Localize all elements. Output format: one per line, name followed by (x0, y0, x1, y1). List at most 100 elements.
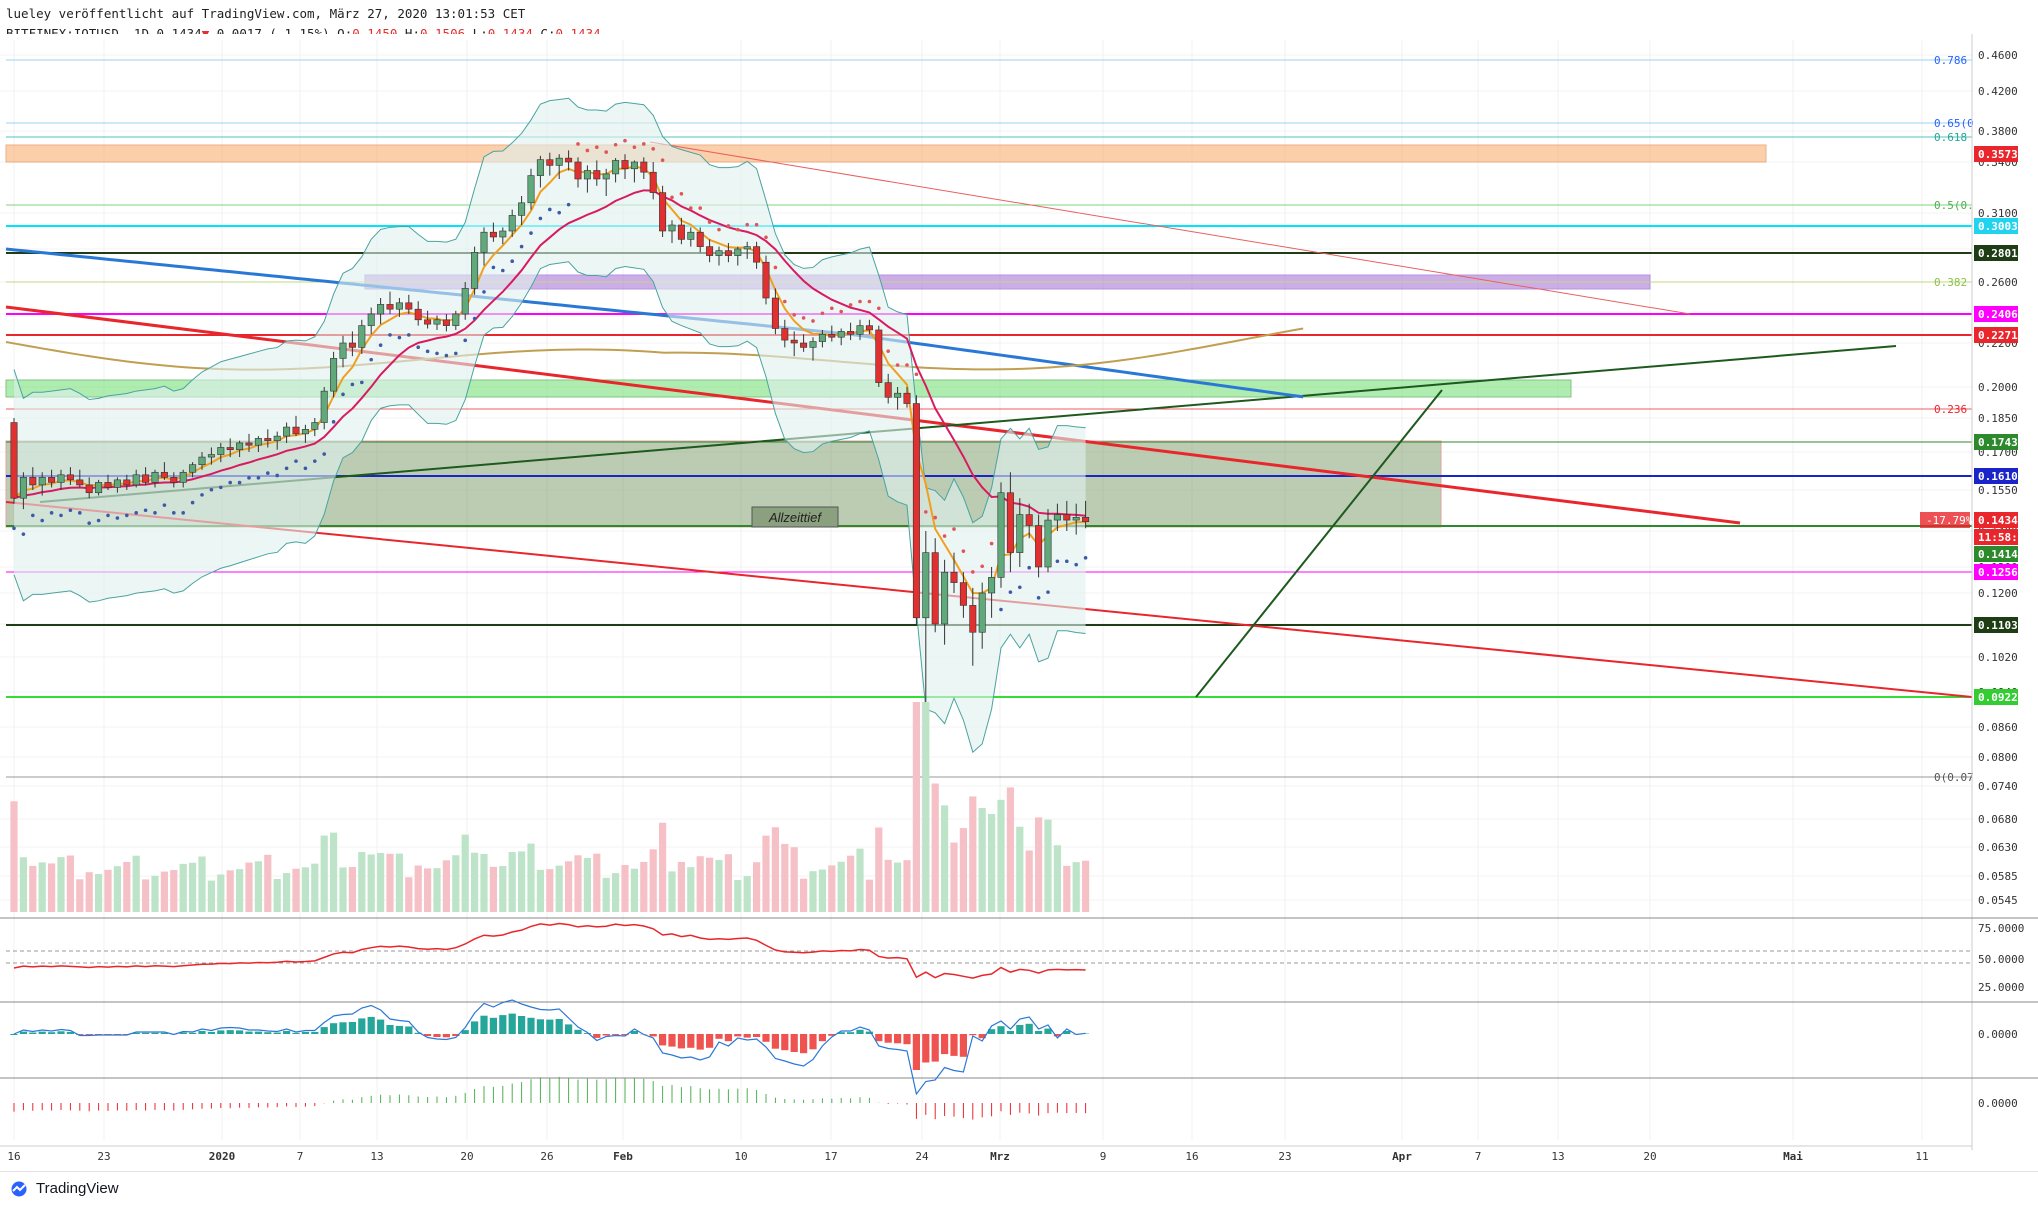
macd-bar (442, 1034, 450, 1038)
macd-bar (602, 1034, 610, 1036)
volume-bar (395, 853, 403, 912)
macd-bar (377, 1019, 385, 1034)
volume-bar (988, 814, 996, 912)
macd-bar (301, 1031, 309, 1034)
volume-bar (160, 871, 168, 912)
macd-bar (433, 1034, 441, 1037)
sar-dot (519, 244, 524, 249)
x-tick-label: 23 (97, 1150, 110, 1163)
sar-dot (613, 142, 618, 147)
sar-dot (134, 511, 138, 515)
macd-bar (424, 1034, 432, 1037)
candle-body (1044, 519, 1052, 568)
sar-dot (595, 145, 599, 149)
candle-body (546, 159, 554, 166)
candle-body (931, 552, 939, 625)
macd-bar (527, 1017, 535, 1034)
candle-body (489, 231, 497, 238)
volume-bar (630, 868, 638, 912)
price-tag (1974, 434, 2018, 450)
candle-body (630, 161, 638, 170)
sar-dot (1083, 556, 1088, 560)
macd-bar (894, 1034, 902, 1044)
candle-body (123, 479, 131, 486)
price-tag-label: 0.2271 (1978, 329, 2018, 342)
bollinger-upper (13, 97, 1086, 524)
fib-label: 0.382 (1934, 276, 1967, 289)
candle-body (198, 456, 206, 465)
candle-body (480, 231, 488, 253)
candles (10, 150, 1090, 782)
volume-bar (38, 862, 46, 912)
sar-dot (999, 607, 1003, 612)
macd-bar (76, 1034, 84, 1035)
candle-body (499, 230, 507, 238)
volume-bar (452, 855, 460, 912)
rising-trend-line (39, 345, 1897, 503)
macd-bar (489, 1017, 497, 1034)
volume-bar (743, 876, 751, 912)
macd-bar (1044, 1028, 1052, 1034)
volume-bar (264, 854, 272, 912)
sar-dot (783, 299, 787, 304)
change-arrow-icon: ▼ (201, 26, 210, 41)
candle-body (10, 422, 18, 499)
sar-dot (867, 299, 872, 304)
volume-bar (762, 835, 770, 912)
macd-bar (668, 1034, 676, 1047)
volume-bar (847, 855, 855, 912)
volume-bar (292, 868, 300, 912)
candle-body (433, 319, 441, 325)
macd-bar (941, 1034, 949, 1055)
volume-bar (800, 878, 808, 912)
x-tick-label: 26 (540, 1150, 553, 1163)
candle-body (330, 358, 338, 392)
sar-dot (698, 206, 702, 210)
macd-bar (104, 1034, 112, 1035)
volume-bar (922, 702, 930, 912)
sar-dot (388, 333, 392, 337)
volume-bar (865, 879, 873, 912)
sar-dot (21, 532, 26, 536)
candle-body (781, 328, 789, 341)
candle-body (292, 426, 300, 435)
volume-bar (367, 854, 375, 912)
sar-dot (952, 527, 956, 531)
volume-bar (894, 862, 902, 912)
volume-bar (612, 873, 620, 912)
macd-bar (207, 1031, 215, 1034)
y-tick-label: 0.3100 (1978, 207, 2018, 220)
macd-bar (151, 1032, 159, 1034)
volume-bar (602, 877, 610, 912)
indicator-level-label: 0.0000 (1978, 1028, 2018, 1041)
volume-bar (1072, 862, 1080, 912)
macd-bar (273, 1032, 281, 1034)
sar-dot (49, 511, 54, 515)
price-tag (1974, 327, 2018, 343)
footer-bar: TradingView (0, 1171, 2038, 1206)
sar-dot (162, 503, 167, 507)
macd-bar (179, 1032, 187, 1034)
candle-body (377, 304, 385, 315)
candle-body (160, 471, 168, 478)
macd-bar (85, 1034, 93, 1035)
volume-bar (649, 849, 657, 912)
volume-bar (10, 801, 18, 912)
macd-bar (113, 1034, 121, 1035)
candle-body (790, 339, 798, 344)
macd-bar (348, 1022, 356, 1034)
tradingview-logo[interactable]: TradingView (8, 1180, 119, 1197)
sar-dot (1036, 596, 1041, 600)
x-tick-label: 20 (460, 1150, 473, 1163)
candle-body (132, 474, 140, 486)
volume-bar (29, 865, 37, 912)
macd-histogram (10, 1013, 1090, 1070)
price-chart[interactable]: Allzeittief 0.786 0.65(00.618 0.5(0. 0.382 0.… (0, 0, 2038, 1172)
candle-body (762, 261, 770, 299)
volume-bar (254, 861, 262, 912)
macd-bar (1053, 1034, 1061, 1037)
candle-body (518, 202, 526, 216)
candle-body (95, 482, 103, 494)
candle-body (997, 492, 1005, 578)
macd-bar (292, 1032, 300, 1034)
